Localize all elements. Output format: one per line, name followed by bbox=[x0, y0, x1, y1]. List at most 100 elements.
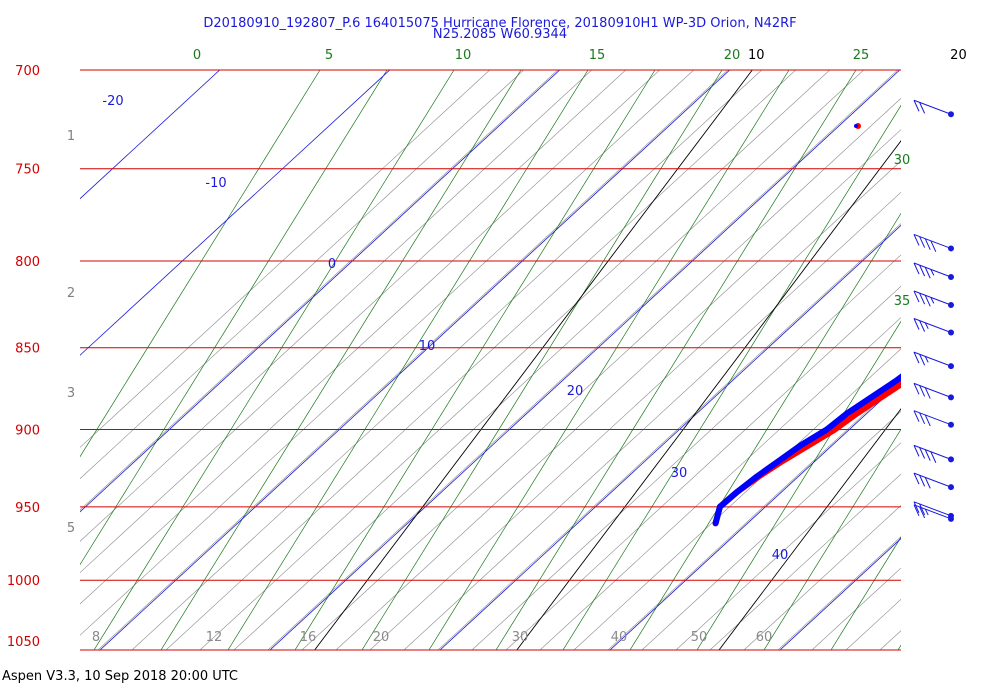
moist-adiabat-line bbox=[80, 70, 660, 605]
mixing-ratio-line bbox=[80, 70, 388, 566]
wind-barb bbox=[913, 233, 954, 253]
wind-barb bbox=[913, 382, 954, 401]
isotherm-label: 10 bbox=[748, 48, 765, 63]
dewpoint-trace-point bbox=[994, 311, 999, 316]
isotherm-line bbox=[314, 70, 753, 650]
moist-adiabat-line bbox=[80, 70, 694, 636]
dewpoint-trace-point bbox=[824, 426, 830, 433]
mixing-ratio-line bbox=[294, 70, 656, 650]
moist-adiabat-line bbox=[233, 70, 864, 650]
moist-adiabat-line bbox=[80, 70, 490, 448]
mixing-ratio-label: 35 bbox=[894, 294, 911, 309]
dewpoint-trace-point bbox=[940, 345, 945, 350]
pressure-label: 800 bbox=[15, 255, 40, 270]
moist-adiabat-line bbox=[948, 70, 1000, 650]
dry-adiabat-line bbox=[269, 70, 900, 650]
wind-barb bbox=[913, 318, 954, 336]
dewpoint-trace-point bbox=[734, 489, 740, 495]
dewpoint-point-isolated bbox=[854, 124, 858, 128]
mixing-ratio-line bbox=[562, 104, 901, 650]
moist-adiabat-label: 40 bbox=[611, 630, 628, 645]
mixing-ratio-line bbox=[428, 70, 790, 650]
dry-adiabat-label: -20 bbox=[102, 94, 123, 109]
moist-adiabat-label: 60 bbox=[756, 630, 773, 645]
moist-adiabat-line bbox=[743, 504, 901, 650]
dewpoint-trace-point bbox=[844, 410, 850, 417]
moist-adiabat-label: 16 bbox=[300, 630, 317, 645]
footer-text: Aspen V3.3, 10 Sep 2018 20:00 UTC bbox=[2, 669, 239, 684]
moist-adiabat-line bbox=[437, 223, 901, 650]
mixing-ratio-line bbox=[93, 70, 455, 650]
wind-barb bbox=[913, 501, 954, 519]
pressure-label: 900 bbox=[15, 423, 40, 438]
mixing-ratio-line bbox=[696, 320, 901, 650]
moist-adiabat-line bbox=[80, 70, 626, 574]
moist-adiabat-label: 12 bbox=[206, 630, 223, 645]
mixing-ratio-label: 10 bbox=[455, 48, 472, 63]
dry-adiabat-line bbox=[439, 224, 901, 650]
dewpoint-trace-point bbox=[965, 328, 970, 333]
dry-adiabat-label: -10 bbox=[205, 176, 226, 191]
moist-adiabat-line bbox=[301, 97, 901, 650]
moist-adiabat-line bbox=[80, 70, 592, 542]
dry-adiabat-line bbox=[99, 70, 730, 650]
moist-adiabat-label: 20 bbox=[373, 630, 390, 645]
moist-adiabat-label: 50 bbox=[691, 630, 708, 645]
wind-barb bbox=[913, 504, 954, 522]
mixing-ratio-line bbox=[495, 70, 857, 650]
height-label: 1 bbox=[67, 129, 75, 144]
height-label: 2 bbox=[67, 286, 75, 301]
dewpoint-trace-point bbox=[893, 378, 899, 384]
moist-adiabat-line bbox=[199, 70, 830, 650]
mixing-ratio-label: 0 bbox=[193, 48, 201, 63]
wind-barb bbox=[913, 444, 954, 463]
temperature-trace-point bbox=[903, 378, 908, 383]
isotherm-line bbox=[516, 140, 901, 650]
isotherm-label: 20 bbox=[950, 48, 967, 63]
dry-adiabat-line bbox=[779, 538, 901, 650]
moist-adiabat-line bbox=[165, 70, 796, 650]
dewpoint-trace-point bbox=[717, 504, 723, 510]
mixing-ratio-label: 15 bbox=[589, 48, 606, 63]
dry-adiabat-label: 10 bbox=[419, 339, 436, 354]
moist-adiabat-line bbox=[267, 70, 898, 650]
moist-adiabat-line bbox=[573, 348, 901, 650]
wind-barb bbox=[913, 472, 954, 491]
pressure-label: 950 bbox=[15, 501, 40, 516]
temperature-trace-point bbox=[878, 394, 884, 400]
dewpoint-trace-point bbox=[754, 473, 760, 479]
dewpoint-trace-point bbox=[868, 394, 874, 400]
wind-barb bbox=[913, 290, 954, 309]
wind-barb bbox=[913, 410, 954, 428]
pressure-label: 850 bbox=[15, 342, 40, 357]
moist-adiabat-line bbox=[131, 70, 762, 650]
moist-adiabat-line bbox=[982, 70, 1000, 650]
moist-adiabat-line bbox=[539, 317, 901, 650]
mixing-ratio-label: 25 bbox=[853, 48, 870, 63]
moist-adiabat-line bbox=[97, 70, 728, 650]
mixing-ratio-label: 20 bbox=[724, 48, 741, 63]
mixing-ratio-label: 5 bbox=[325, 48, 333, 63]
wind-barb bbox=[913, 351, 954, 370]
chart-labels: 7007508008509009501000105010203040051015… bbox=[7, 48, 967, 650]
dewpoint-trace bbox=[712, 373, 901, 527]
moist-adiabat-label: 8 bbox=[92, 630, 100, 645]
height-label: 3 bbox=[67, 386, 75, 401]
moist-adiabat-line bbox=[471, 254, 901, 650]
chart-title: D20180910_192807_P.6 164015075 Hurricane… bbox=[203, 16, 797, 31]
moist-adiabat-line bbox=[335, 129, 901, 650]
profile-traces bbox=[712, 123, 999, 527]
mixing-ratio-label: 30 bbox=[894, 153, 911, 168]
background-lines bbox=[80, 70, 1000, 650]
moist-adiabat-line bbox=[777, 536, 901, 650]
wind-barb bbox=[913, 262, 954, 281]
isotherm-line bbox=[718, 408, 901, 650]
mixing-ratio-line bbox=[227, 70, 589, 650]
dry-adiabat-line bbox=[80, 70, 390, 356]
pressure-label: 750 bbox=[15, 163, 40, 178]
temperature-trace-point bbox=[832, 426, 838, 433]
moist-adiabat-line bbox=[607, 379, 901, 650]
mixing-ratio-line bbox=[897, 644, 901, 650]
moist-adiabat-line bbox=[369, 160, 901, 650]
